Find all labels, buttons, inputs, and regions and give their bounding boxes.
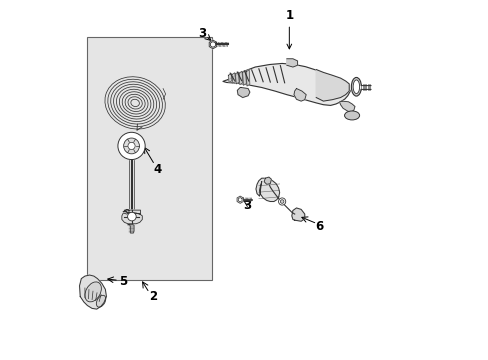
Text: 2: 2	[149, 290, 157, 303]
Polygon shape	[80, 275, 106, 309]
Polygon shape	[316, 69, 348, 101]
Ellipse shape	[351, 77, 361, 96]
Ellipse shape	[344, 111, 359, 120]
Polygon shape	[255, 178, 279, 202]
Polygon shape	[246, 70, 249, 86]
Polygon shape	[264, 177, 271, 184]
Polygon shape	[122, 210, 142, 224]
Polygon shape	[223, 63, 349, 105]
Text: 5: 5	[119, 275, 127, 288]
Polygon shape	[293, 89, 305, 101]
Polygon shape	[286, 59, 297, 67]
Polygon shape	[238, 198, 242, 202]
Polygon shape	[242, 71, 246, 85]
Polygon shape	[339, 101, 354, 112]
Polygon shape	[209, 40, 216, 49]
Polygon shape	[239, 71, 242, 85]
Circle shape	[123, 138, 139, 154]
Text: 1: 1	[285, 9, 293, 49]
Polygon shape	[128, 225, 134, 233]
Polygon shape	[231, 73, 235, 83]
Text: 3: 3	[198, 27, 206, 40]
Circle shape	[278, 198, 285, 205]
Text: 6: 6	[315, 220, 323, 233]
Polygon shape	[210, 41, 215, 47]
Text: 4: 4	[153, 163, 162, 176]
Text: 3: 3	[243, 199, 251, 212]
Circle shape	[128, 142, 135, 149]
Polygon shape	[291, 208, 304, 221]
Circle shape	[127, 212, 136, 221]
Ellipse shape	[352, 80, 359, 94]
Polygon shape	[237, 87, 249, 98]
Polygon shape	[228, 73, 231, 82]
Ellipse shape	[85, 282, 101, 302]
Ellipse shape	[96, 295, 105, 307]
Circle shape	[118, 132, 145, 159]
Polygon shape	[235, 72, 239, 84]
Bar	[86, 37, 212, 280]
Circle shape	[280, 200, 284, 203]
Polygon shape	[237, 196, 243, 203]
